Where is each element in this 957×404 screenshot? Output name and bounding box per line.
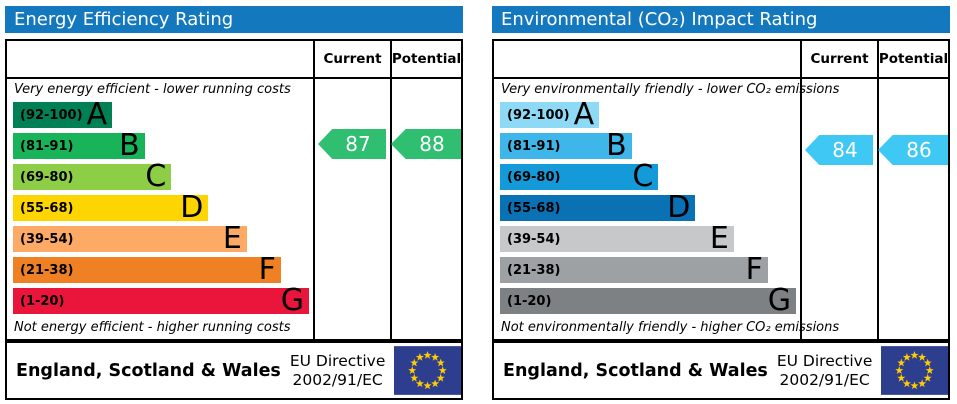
band-E: (39-54) E <box>500 221 734 256</box>
potential-rating-arrow: 88 <box>391 129 461 159</box>
band-letter: E <box>709 221 729 256</box>
band-range: (92-100) <box>20 107 83 123</box>
current-rating-arrow: 84 <box>805 135 873 165</box>
top-note: Very environmentally friendly - lower CO… <box>501 82 840 97</box>
current-column-header: Current <box>313 41 390 79</box>
eu-directive-label: EU Directive 2002/91/EC <box>777 352 873 390</box>
band-range: (39-54) <box>20 231 74 247</box>
band-C: (69-80) C <box>13 159 172 194</box>
potential-arrow-cell: 88 <box>390 79 461 339</box>
top-note: Very energy efficient - lower running co… <box>14 82 291 97</box>
current-arrow-cell: 87 <box>313 79 390 339</box>
current-rating-value: 87 <box>345 132 371 156</box>
current-column-header: Current <box>800 41 877 79</box>
bands: (92-100) A (81-91) B (69-80) C (55-68) D (39-54)… <box>13 97 309 318</box>
band-range: (55-68) <box>20 200 74 216</box>
band-letter: G <box>767 283 791 318</box>
eu-directive-label: EU Directive 2002/91/EC <box>290 352 386 390</box>
current-arrow-cell: 84 <box>800 79 877 339</box>
header-spacer <box>7 41 313 79</box>
band-G: (1-20) G <box>500 283 796 318</box>
band-range: (81-91) <box>20 138 74 154</box>
band-range: (92-100) <box>507 107 570 123</box>
eu-flag-icon <box>881 346 949 395</box>
potential-rating-value: 86 <box>906 138 932 162</box>
band-letter: B <box>119 128 140 163</box>
eu-directive-line1: EU Directive <box>776 351 873 370</box>
band-E: (39-54) E <box>13 221 247 256</box>
current-rating-arrow: 87 <box>318 129 386 159</box>
band-letter: G <box>280 283 304 318</box>
band-G: (1-20) G <box>13 283 309 318</box>
footer: England, Scotland & Wales EU Directive 2… <box>492 341 950 400</box>
region-label: England, Scotland & Wales <box>503 360 768 381</box>
eu-flag-icon <box>394 346 462 395</box>
rating-box: Current Potential Very environmentally f… <box>492 39 950 341</box>
band-range: (39-54) <box>507 231 561 247</box>
band-letter: B <box>606 128 627 163</box>
eu-directive-line2: 2002/91/EC <box>292 370 383 389</box>
band-F: (21-38) F <box>500 252 768 287</box>
band-letter: F <box>258 252 276 287</box>
band-D: (55-68) D <box>13 190 209 225</box>
band-letter: A <box>573 97 595 132</box>
band-range: (69-80) <box>507 169 561 185</box>
panel-title-bar: Environmental (CO₂) Impact Rating <box>492 6 950 33</box>
band-A: (92-100) A <box>500 97 600 132</box>
bands: (92-100) A (81-91) B (69-80) C (55-68) D (39-54)… <box>500 97 796 318</box>
header-spacer <box>494 41 800 79</box>
band-range: (55-68) <box>507 200 561 216</box>
footer: England, Scotland & Wales EU Directive 2… <box>5 341 463 400</box>
potential-column-header: Potential <box>877 41 948 79</box>
band-D: (55-68) D <box>500 190 696 225</box>
band-letter: C <box>632 159 654 194</box>
band-letter: A <box>86 97 108 132</box>
energy-efficiency-panel: Energy Efficiency Rating Current Potenti… <box>5 6 463 400</box>
eu-directive-line2: 2002/91/EC <box>779 370 870 389</box>
band-range: (1-20) <box>20 293 65 309</box>
band-range: (69-80) <box>20 169 74 185</box>
band-letter: E <box>222 221 242 256</box>
rating-box: Current Potential Very energy efficient … <box>5 39 463 341</box>
bottom-note: Not environmentally friendly - higher CO… <box>501 320 840 335</box>
band-B: (81-91) B <box>13 128 145 163</box>
band-letter: F <box>745 252 763 287</box>
band-range: (1-20) <box>507 293 552 309</box>
band-A: (92-100) A <box>13 97 113 132</box>
eu-directive-line1: EU Directive <box>289 351 386 370</box>
band-range: (21-38) <box>20 262 74 278</box>
potential-rating-value: 88 <box>419 132 445 156</box>
band-range: (21-38) <box>507 262 561 278</box>
panel-title: Energy Efficiency Rating <box>14 9 234 30</box>
band-B: (81-91) B <box>500 128 632 163</box>
potential-arrow-cell: 86 <box>877 79 948 339</box>
chart-body: Very energy efficient - lower running co… <box>7 79 313 339</box>
current-rating-value: 84 <box>832 138 858 162</box>
chart-body: Very environmentally friendly - lower CO… <box>494 79 840 339</box>
band-letter: D <box>180 190 204 225</box>
band-range: (81-91) <box>507 138 561 154</box>
environmental-co2-panel: Environmental (CO₂) Impact Rating Curren… <box>492 6 950 400</box>
region-label: England, Scotland & Wales <box>16 360 281 381</box>
band-letter: C <box>145 159 167 194</box>
panel-title: Environmental (CO₂) Impact Rating <box>501 9 818 30</box>
potential-rating-arrow: 86 <box>878 135 948 165</box>
band-letter: D <box>667 190 691 225</box>
bottom-note: Not energy efficient - higher running co… <box>14 320 291 335</box>
band-F: (21-38) F <box>13 252 281 287</box>
panel-title-bar: Energy Efficiency Rating <box>5 6 463 33</box>
band-C: (69-80) C <box>500 159 659 194</box>
potential-column-header: Potential <box>390 41 461 79</box>
